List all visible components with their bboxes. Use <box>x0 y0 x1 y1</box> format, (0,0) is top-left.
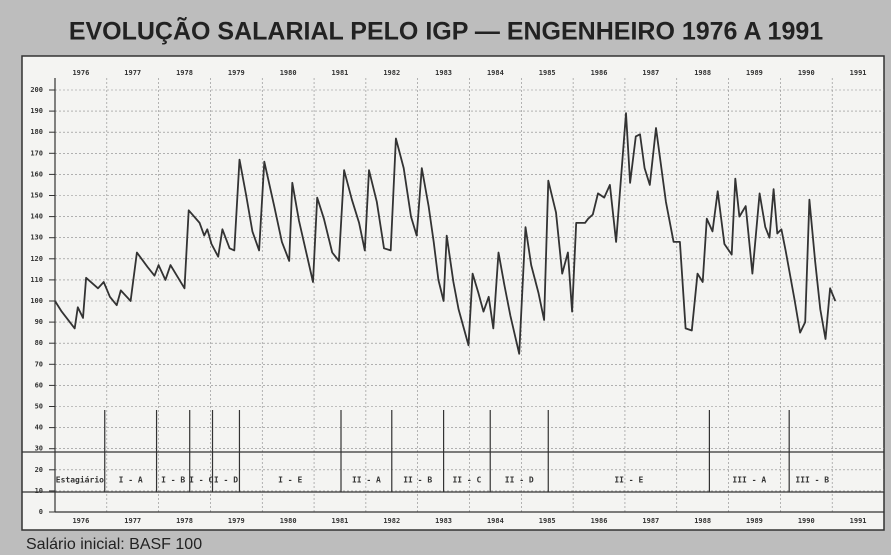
x-tick-label: 1979 <box>228 69 245 77</box>
y-tick-label: 150 <box>30 192 43 200</box>
y-tick-label: 0 <box>39 508 43 516</box>
stage-label: II - E <box>614 476 643 485</box>
x-tick-label: 1989 <box>746 69 763 77</box>
stage-label: II - A <box>352 476 381 485</box>
y-tick-label: 20 <box>35 466 43 474</box>
x-tick-label: 1979 <box>228 517 245 525</box>
x-tick-label: 1987 <box>642 69 659 77</box>
data-line <box>54 112 837 355</box>
y-tick-label: 200 <box>30 86 43 94</box>
x-tick-label: 1985 <box>539 69 556 77</box>
x-tick-label: 1981 <box>332 517 349 525</box>
stage-label: II - D <box>505 476 534 485</box>
y-tick-label: 180 <box>30 128 43 136</box>
stage-label: I - D <box>214 476 238 485</box>
x-tick-label: 1976 <box>72 517 89 525</box>
y-tick-label: 70 <box>35 360 43 368</box>
y-tick-label: 90 <box>35 318 43 326</box>
x-tick-label: 1989 <box>746 517 763 525</box>
x-tick-label: 1977 <box>124 69 141 77</box>
y-tick-label: 120 <box>30 255 43 263</box>
x-tick-label: 1990 <box>798 69 815 77</box>
y-tick-label: 100 <box>30 297 43 305</box>
y-tick-label: 160 <box>30 170 43 178</box>
x-tick-label: 1983 <box>435 69 452 77</box>
y-tick-label: 170 <box>30 149 43 157</box>
x-tick-label: 1987 <box>642 517 659 525</box>
x-tick-label: 1977 <box>124 517 141 525</box>
y-tick-label: 60 <box>35 381 43 389</box>
x-tick-label: 1986 <box>591 69 608 77</box>
x-tick-label: 1984 <box>487 69 504 77</box>
stage-label: II - C <box>452 476 481 485</box>
x-tick-label: 1988 <box>694 517 711 525</box>
stage-label: III - A <box>732 476 766 485</box>
y-tick-label: 50 <box>35 403 43 411</box>
stage-label: I - C <box>189 476 213 485</box>
x-tick-label: 1978 <box>176 69 193 77</box>
stage-label: III - B <box>795 476 829 485</box>
footnote: Salário inicial: BASF 100 <box>26 536 202 553</box>
y-tick-label: 10 <box>35 487 43 495</box>
x-tick-label: 1984 <box>487 517 504 525</box>
y-tick-label: 80 <box>35 339 43 347</box>
x-tick-label: 1980 <box>280 517 297 525</box>
y-tick-label: 140 <box>30 213 43 221</box>
y-tick-label: 130 <box>30 234 43 242</box>
stage-label: Estagiário <box>56 475 104 485</box>
stage-label: I - B <box>161 476 185 485</box>
x-tick-label: 1980 <box>280 69 297 77</box>
plot-frame <box>21 55 885 531</box>
x-tick-label: 1991 <box>850 517 867 525</box>
y-tick-label: 110 <box>30 276 43 284</box>
x-tick-label: 1988 <box>694 69 711 77</box>
x-tick-label: 1982 <box>383 69 400 77</box>
stage-label: I - E <box>278 476 302 485</box>
x-tick-label: 1976 <box>72 69 89 77</box>
x-tick-label: 1991 <box>850 69 867 77</box>
x-tick-label: 1986 <box>591 517 608 525</box>
y-tick-label: 40 <box>35 424 43 432</box>
x-tick-label: 1983 <box>435 517 452 525</box>
y-tick-label: 30 <box>35 445 43 453</box>
y-tick-label: 190 <box>30 107 43 115</box>
x-tick-label: 1978 <box>176 517 193 525</box>
x-tick-label: 1981 <box>332 69 349 77</box>
stage-label: I - A <box>119 476 143 485</box>
stage-label: II - B <box>403 476 432 485</box>
x-tick-label: 1982 <box>383 517 400 525</box>
x-tick-label: 1990 <box>798 517 815 525</box>
chart-title: EVOLUÇÃO SALARIAL PELO IGP — ENGENHEIRO … <box>69 16 823 46</box>
x-tick-label: 1985 <box>539 517 556 525</box>
